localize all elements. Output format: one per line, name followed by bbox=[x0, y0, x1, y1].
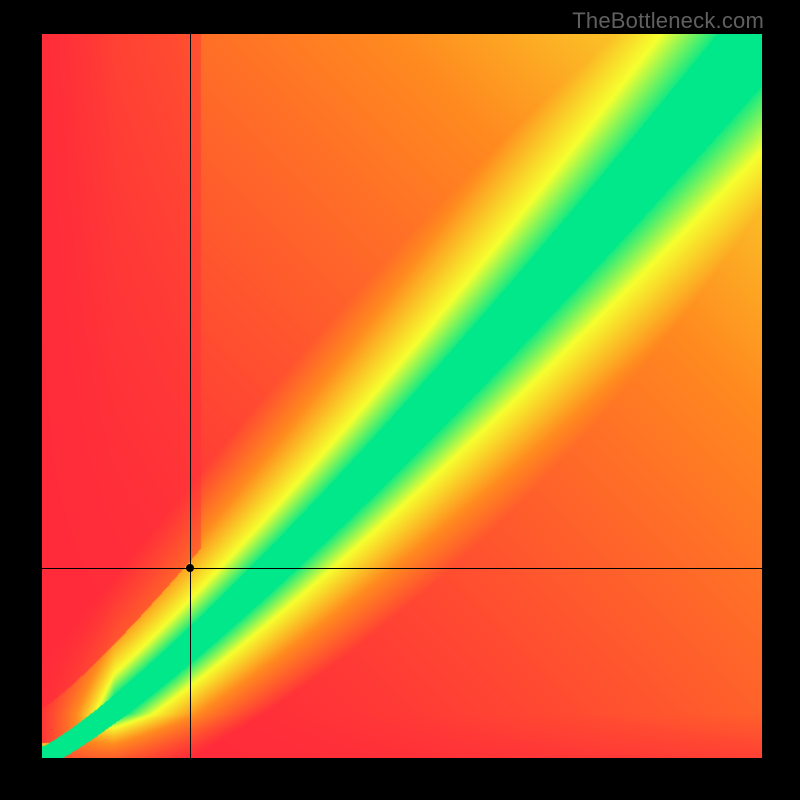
heatmap-canvas bbox=[42, 34, 762, 758]
crosshair-vertical bbox=[190, 34, 191, 758]
crosshair-marker bbox=[186, 564, 194, 572]
crosshair-horizontal bbox=[42, 568, 762, 569]
watermark-text: TheBottleneck.com bbox=[572, 8, 764, 34]
heatmap-plot bbox=[42, 34, 762, 758]
